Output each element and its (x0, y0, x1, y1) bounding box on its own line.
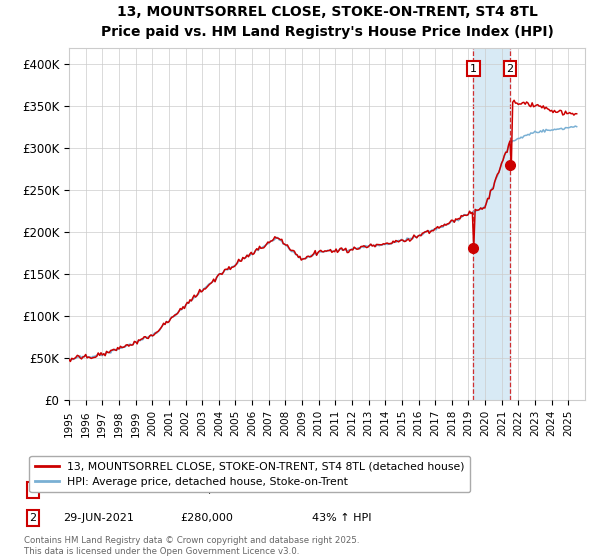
Text: 29-JUN-2021: 29-JUN-2021 (63, 513, 134, 523)
Legend: 13, MOUNTSORREL CLOSE, STOKE-ON-TRENT, ST4 8TL (detached house), HPI: Average pr: 13, MOUNTSORREL CLOSE, STOKE-ON-TRENT, S… (29, 456, 470, 492)
Text: 43% ↑ HPI: 43% ↑ HPI (312, 513, 371, 523)
Text: 1: 1 (29, 485, 37, 495)
Text: 2: 2 (506, 64, 514, 73)
Text: £280,000: £280,000 (180, 513, 233, 523)
Text: 18-APR-2019: 18-APR-2019 (63, 485, 135, 495)
Text: 2: 2 (29, 513, 37, 523)
Text: Contains HM Land Registry data © Crown copyright and database right 2025.
This d: Contains HM Land Registry data © Crown c… (24, 536, 359, 556)
Text: £181,500: £181,500 (180, 485, 233, 495)
Title: 13, MOUNTSORREL CLOSE, STOKE-ON-TRENT, ST4 8TL
Price paid vs. HM Land Registry's: 13, MOUNTSORREL CLOSE, STOKE-ON-TRENT, S… (101, 5, 553, 40)
Text: 1: 1 (470, 64, 477, 73)
Bar (473, 48, 510, 400)
Text: 2% ↑ HPI: 2% ↑ HPI (312, 485, 365, 495)
